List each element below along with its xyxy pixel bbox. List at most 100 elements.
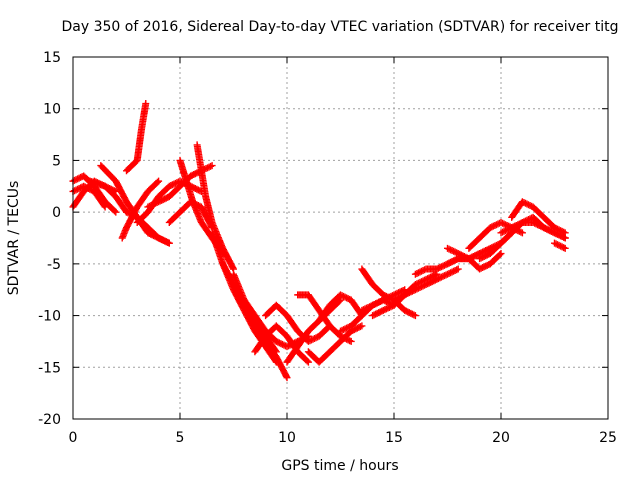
data-point [75, 185, 83, 193]
data-point [483, 251, 491, 259]
data-point [373, 309, 381, 317]
data-point [401, 306, 409, 314]
data-point [440, 261, 448, 269]
series-arc-4 [86, 177, 130, 216]
data-point [450, 257, 458, 265]
data-point [155, 234, 163, 242]
data-point [444, 260, 451, 268]
y-tick-label: -10 [38, 309, 61, 325]
y-tick-label: -5 [47, 257, 61, 273]
data-point [422, 281, 430, 289]
x-tick-label: 15 [385, 430, 403, 446]
x-axis-label: GPS time / hours [281, 458, 398, 474]
data-point [479, 253, 487, 261]
data-point [557, 227, 565, 235]
data-point [311, 334, 319, 342]
data-point [358, 306, 366, 314]
data-point [408, 310, 416, 318]
data-point [387, 303, 395, 311]
data-point [384, 294, 392, 302]
data-point [540, 224, 548, 232]
data-point [517, 228, 525, 236]
data-point [207, 162, 215, 170]
data-point [382, 295, 390, 303]
data-point [407, 309, 415, 317]
data-point [359, 306, 367, 314]
data-point [497, 229, 505, 237]
data-point [442, 271, 450, 279]
data-point [537, 222, 545, 230]
data-point [164, 238, 172, 246]
series-arc-36 [551, 239, 569, 252]
data-point [451, 248, 459, 256]
data-point [479, 264, 487, 272]
data-point [471, 252, 479, 260]
y-tick-label: 10 [43, 102, 61, 118]
data-point [450, 267, 458, 275]
data-point [561, 229, 569, 237]
x-tick-label: 5 [176, 430, 185, 446]
data-point [173, 179, 181, 187]
data-point [561, 244, 569, 252]
data-point [448, 247, 456, 255]
data-point [340, 292, 348, 300]
data-point [512, 221, 520, 229]
data-point [451, 256, 459, 264]
data-point [418, 283, 426, 291]
series-arc-28 [390, 265, 462, 304]
data-point [405, 289, 413, 297]
data-point [439, 262, 447, 270]
data-point [419, 282, 427, 290]
data-point [152, 199, 160, 207]
data-point [205, 163, 213, 171]
data-point [381, 295, 389, 303]
data-point [204, 164, 212, 172]
data-point [554, 225, 562, 233]
data-point [72, 176, 80, 184]
data-point [385, 303, 393, 311]
data-point [560, 244, 568, 252]
series-arc-35 [508, 198, 569, 237]
data-point [373, 299, 381, 307]
data-point [560, 228, 568, 236]
data-point [448, 268, 456, 276]
data-point [338, 326, 346, 334]
data-point [369, 301, 377, 309]
data-point [274, 338, 282, 346]
data-point [123, 208, 130, 216]
data-point [208, 162, 216, 170]
data-point [145, 202, 153, 210]
data-point [514, 221, 522, 229]
data-point [159, 196, 167, 204]
data-point [410, 311, 418, 319]
data-point [356, 323, 364, 331]
data-point [387, 292, 395, 300]
data-point [497, 218, 505, 226]
data-point [379, 296, 387, 304]
data-point [364, 303, 372, 311]
data-point [378, 297, 386, 305]
data-point [144, 203, 152, 211]
data-point [353, 324, 361, 332]
data-point [191, 170, 199, 178]
data-point [529, 218, 537, 226]
data-point [547, 227, 555, 235]
data-point [158, 196, 166, 204]
data-point [344, 323, 352, 331]
series-arc-23 [315, 291, 366, 325]
data-point [425, 279, 433, 287]
data-point [162, 194, 170, 202]
data-point [312, 334, 320, 342]
data-point [473, 251, 481, 259]
data-point [158, 235, 166, 243]
data-point [447, 269, 455, 277]
data-point [112, 208, 120, 216]
data-point [153, 178, 161, 186]
data-point [410, 286, 418, 294]
data-point [500, 227, 508, 235]
data-point [503, 226, 511, 234]
data-point [378, 307, 386, 315]
data-point [304, 358, 312, 366]
data-point [165, 182, 173, 190]
data-point [520, 199, 528, 207]
